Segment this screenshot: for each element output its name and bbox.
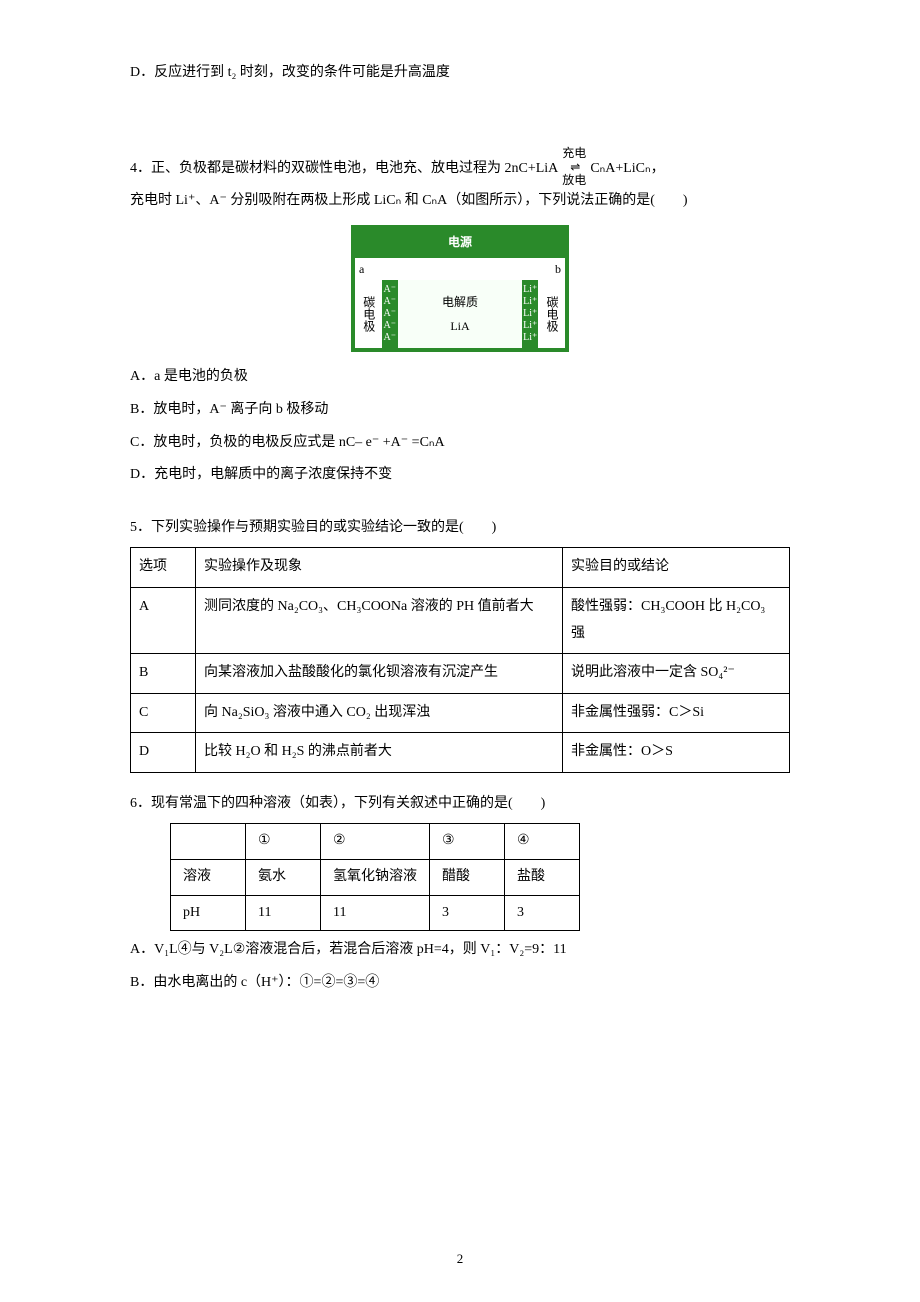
electrolyte-cell: 电解质 LiA — [398, 280, 522, 348]
table-row: pH 11 11 3 3 — [171, 895, 580, 931]
table-row: C 向 Na₂SiO₃ 溶液中通入 CO₂ 出现浑浊 非金属性强弱：C＞Si — [131, 693, 790, 733]
q6-option-a: A．V₁L④与 V₂L②溶液混合后，若混合后溶液 pH=4，则 V₁：V₂=9：… — [130, 937, 790, 964]
electrolyte-label-2: LiA — [450, 315, 469, 338]
left-electrode-bar: A⁻ A⁻ A⁻ A⁻ A⁻ — [382, 280, 398, 348]
table-row: D 比较 H₂O 和 H₂S 的沸点前者大 非金属性：O＞S — [131, 733, 790, 773]
q4-option-c: C．放电时，负极的电极反应式是 nC– e⁻ +A⁻ =CₙA — [130, 430, 790, 457]
q4-option-a: A．a 是电池的负极 — [130, 364, 790, 391]
left-electrode-label: 碳电极 — [355, 280, 382, 348]
reversible-arrows-icon: 充电 ⇌ 放电 — [562, 147, 586, 189]
table-row: 溶液 氨水 氢氧化钠溶液 醋酸 盐酸 — [171, 860, 580, 896]
table-row: ① ② ③ ④ — [171, 824, 580, 860]
q4-option-b: B．放电时，A⁻ 离子向 b 极移动 — [130, 397, 790, 424]
q5-head-res: 实验目的或结论 — [563, 548, 790, 588]
table-row: B 向某溶液加入盐酸酸化的氯化钡溶液有沉淀产生 说明此溶液中一定含 SO₄²⁻ — [131, 654, 790, 694]
q6-table: ① ② ③ ④ 溶液 氨水 氢氧化钠溶液 醋酸 盐酸 pH 11 11 3 3 — [170, 823, 580, 931]
diagram-top-label: 电源 — [355, 229, 565, 258]
right-electrode-label: 碳电极 — [538, 280, 565, 348]
arrow-bottom-label: 放电 — [562, 174, 586, 187]
double-arrow-icon: ⇌ — [570, 161, 578, 174]
q4-option-d: D．充电时，电解质中的离子浓度保持不变 — [130, 462, 790, 489]
electrolyte-label-1: 电解质 — [442, 291, 478, 314]
q5-stem: 5．下列实验操作与预期实验目的或实验结论一致的是( ) — [130, 515, 790, 542]
q4-stem-a: 4．正、负极都是碳材料的双碳性电池，电池充、放电过程为 2nC+LiA — [130, 156, 558, 183]
q4-diagram: 电源 a b 碳电极 A⁻ A⁻ A⁻ A⁻ A⁻ 电解质 LiA — [130, 225, 790, 353]
table-row: A 测同浓度的 Na₂CO₃、CH₃COONa 溶液的 PH 值前者大 酸性强弱… — [131, 587, 790, 653]
page-number: 2 — [0, 1247, 920, 1272]
q3-option-d: D．反应进行到 t₂ 时刻，改变的条件可能是升高温度 — [130, 60, 790, 87]
q4-stem-line2: 充电时 Li⁺、A⁻ 分别吸附在两极上形成 LiCₙ 和 CₙA（如图所示），下… — [130, 188, 790, 215]
terminal-a-label: a — [359, 258, 364, 281]
arrow-top-label: 充电 — [562, 147, 586, 160]
q4-stem-line1: 4．正、负极都是碳材料的双碳性电池，电池充、放电过程为 2nC+LiA 充电 ⇌… — [130, 141, 790, 183]
q5-table: 选项 实验操作及现象 实验目的或结论 A 测同浓度的 Na₂CO₃、CH₃COO… — [130, 547, 790, 773]
terminal-b-label: b — [555, 258, 561, 281]
right-electrode-bar: Li⁺ Li⁺ Li⁺ Li⁺ Li⁺ — [522, 280, 538, 348]
q6-option-b: B．由水电离出的 c（H⁺）：①=②=③=④ — [130, 970, 790, 997]
q4-stem-b: CₙA+LiCₙ， — [590, 156, 664, 183]
q6-stem: 6．现有常温下的四种溶液（如表），下列有关叙述中正确的是( ) — [130, 791, 790, 818]
table-row: 选项 实验操作及现象 实验目的或结论 — [131, 548, 790, 588]
q5-head-opt: 选项 — [131, 548, 196, 588]
q5-head-op: 实验操作及现象 — [196, 548, 563, 588]
